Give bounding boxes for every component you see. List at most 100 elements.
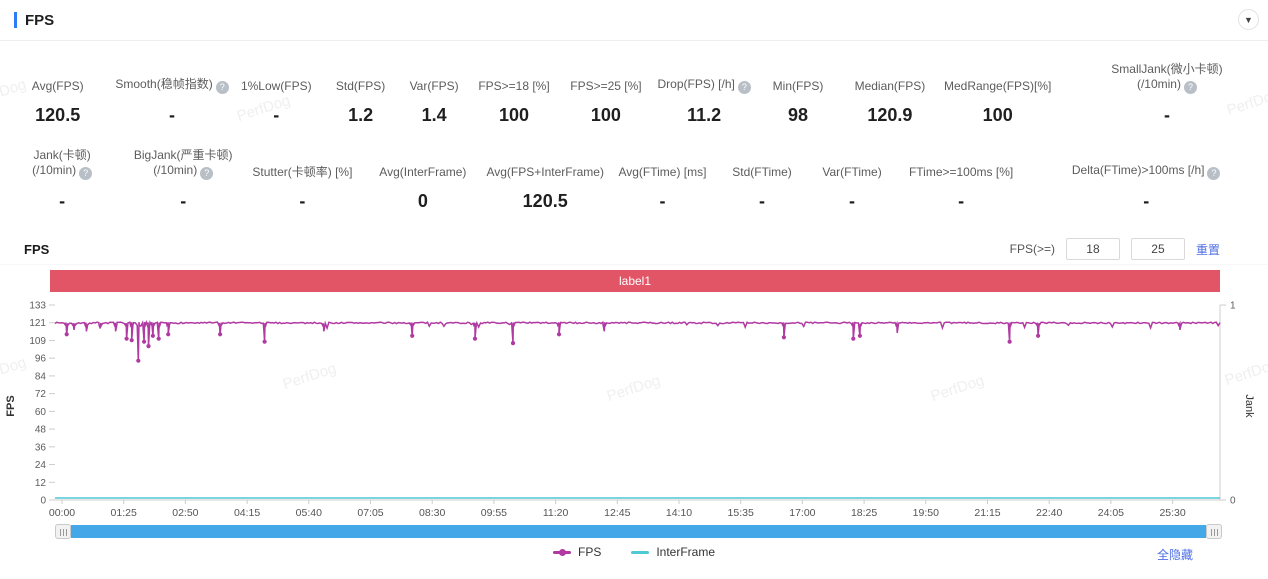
reset-link[interactable]: 重置 <box>1195 242 1220 257</box>
stat-label-line: FPS>=25 [%] <box>570 79 642 93</box>
stat-label-line: Avg(FPS+InterFrame) <box>486 165 604 179</box>
stat-label-line: Var(FPS) <box>409 79 459 93</box>
x-axis-tick-label: 14:10 <box>666 507 692 519</box>
chart-legend: FPS InterFrame <box>0 545 1268 559</box>
stat-value: 98 <box>787 105 809 125</box>
hide-all-link[interactable]: 全隐藏 <box>1157 548 1194 562</box>
x-axis-tick-label: 05:40 <box>296 507 322 519</box>
scrollbar-left-handle[interactable] <box>55 524 71 539</box>
threshold-input-1[interactable] <box>1065 238 1120 260</box>
stat-label: Drop(FPS) [/h]? <box>658 62 751 94</box>
y-axis-tick-label: 121 <box>29 318 46 329</box>
stat-cell: 1%Low(FPS) - <box>229 62 324 126</box>
chart-label-banner[interactable]: label1 <box>50 270 1220 292</box>
stat-value: - <box>759 191 766 211</box>
x-axis-tick-label: 09:55 <box>481 507 507 519</box>
x-axis-tick-label: 21:15 <box>974 507 1000 519</box>
stat-label: Avg(FTime) [ms] <box>618 148 706 180</box>
stat-label: 1%Low(FPS) <box>241 62 312 94</box>
fps-dip-marker <box>1036 333 1041 338</box>
scrollbar-right-handle[interactable] <box>1206 524 1222 539</box>
stat-label: Var(FTime) <box>822 148 881 180</box>
stat-cell: Var(FPS) 1.4 <box>397 62 471 126</box>
scrollbar-track[interactable] <box>71 525 1206 538</box>
help-icon[interactable]: ? <box>79 167 93 180</box>
y-axis-tick-label: 24 <box>35 460 47 471</box>
help-icon[interactable]: ? <box>1207 167 1221 180</box>
accent-bar <box>14 12 17 28</box>
banner-label: label1 <box>618 274 652 288</box>
fps-dip-marker <box>146 344 151 349</box>
stat-value: - <box>59 191 66 211</box>
legend-dot-icon <box>558 548 566 556</box>
stat-cell: Avg(FPS+InterFrame) 120.5 <box>483 148 607 212</box>
stat-cell: SmallJank(微小卡顿) (/10min)? - <box>1058 62 1268 126</box>
stat-value: - <box>1143 191 1150 211</box>
stat-label-line: Delta(FTime)>100ms [/h]? <box>1072 163 1221 180</box>
y-axis-tick-label: 72 <box>35 389 47 400</box>
stat-label-line: BigJank(严重卡顿) <box>133 148 233 162</box>
threshold-label: FPS(>=) <box>1009 242 1055 256</box>
stat-cell: Avg(FPS) 120.5 <box>0 62 115 126</box>
stat-label: Delta(FTime)>100ms [/h]? <box>1072 148 1221 180</box>
stat-label: Stutter(卡顿率) [%] <box>252 148 352 180</box>
legend-item-fps[interactable]: FPS <box>552 545 601 559</box>
stat-cell: Median(FPS) 120.9 <box>842 62 937 126</box>
y-axis-tick-label: 60 <box>35 407 47 418</box>
fps-dip-marker <box>150 333 155 338</box>
stat-cell: MedRange(FPS)[%] 100 <box>937 62 1057 126</box>
stat-value: 100 <box>590 105 621 125</box>
fps-dip-marker <box>510 341 516 346</box>
fps-dip-marker <box>857 333 863 338</box>
legend-label: InterFrame <box>656 545 716 559</box>
right-axis-tick-label: 0 <box>1230 496 1236 507</box>
stat-value: - <box>273 105 280 125</box>
stat-cell: Min(FPS) 98 <box>754 62 843 126</box>
stat-value: 100 <box>498 105 530 125</box>
stat-value: - <box>169 105 176 125</box>
stat-label: Smooth(稳帧指数)? <box>115 62 229 94</box>
stat-label: FPS>=18 [%] <box>478 62 549 94</box>
legend-item-interframe[interactable]: InterFrame <box>631 545 715 559</box>
stat-label: BigJank(严重卡顿) (/10min)? <box>134 148 233 180</box>
x-axis-tick-label: 25:30 <box>1159 507 1185 519</box>
stat-label-line: Std(FPS) <box>335 79 386 93</box>
stat-cell: Avg(InterFrame) 0 <box>363 148 483 212</box>
stat-label-line: Min(FPS) <box>772 79 824 93</box>
stat-value: 100 <box>982 105 1013 125</box>
stat-cell: Smooth(稳帧指数)? - <box>115 62 229 126</box>
stat-label-line: Std(FTime) <box>732 165 792 179</box>
y-axis-tick-label: 96 <box>35 354 47 365</box>
collapse-button[interactable]: ▼ <box>1238 9 1259 30</box>
stat-cell: FPS>=25 [%] 100 <box>557 62 655 126</box>
stat-value: - <box>180 191 187 211</box>
fps-dip-marker <box>129 338 134 343</box>
stat-value: - <box>1163 105 1170 125</box>
stat-label: Avg(InterFrame) <box>379 148 466 180</box>
fps-dip-marker <box>166 332 171 337</box>
stat-label: FTime>=100ms [%] <box>909 148 1013 180</box>
fps-chart[interactable]: 0 12 24 36 48 60 72 84 96 109 121 133 FPS Jank 1 0 00:00… <box>0 298 1268 526</box>
help-icon[interactable]: ? <box>737 81 751 94</box>
stat-label: Min(FPS) <box>773 62 824 94</box>
threshold-input-2[interactable] <box>1130 238 1185 260</box>
x-axis-tick-label: 22:40 <box>1036 507 1062 519</box>
stat-label-line: Drop(FPS) [/h]? <box>658 77 751 94</box>
help-icon[interactable]: ? <box>1183 81 1197 94</box>
help-icon[interactable]: ? <box>200 167 214 180</box>
stat-value: 120.5 <box>522 191 568 211</box>
fps-dip-marker <box>556 332 562 337</box>
stat-cell: Std(FPS) 1.2 <box>324 62 398 126</box>
fps-dip-marker <box>136 358 141 363</box>
stat-cell: Var(FTime) - <box>806 148 897 212</box>
fps-dip-marker <box>262 339 267 344</box>
help-icon[interactable]: ? <box>215 81 229 94</box>
right-axis-title: Jank <box>1243 394 1255 418</box>
stat-label: Jank(卡顿) (/10min)? <box>32 148 93 180</box>
stat-cell: Avg(FTime) [ms] - <box>607 148 717 212</box>
y-axis-tick-label: 84 <box>35 371 47 382</box>
fps-threshold-controls: FPS(>=) 重置 <box>1010 238 1220 260</box>
stat-label-line: Avg(InterFrame) <box>379 165 467 179</box>
